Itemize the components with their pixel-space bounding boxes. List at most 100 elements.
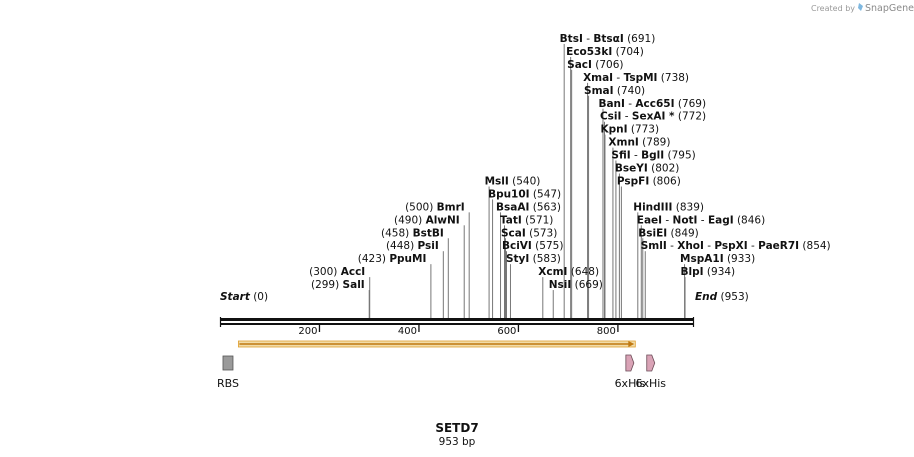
enzyme-separator: - — [697, 214, 707, 226]
feature-rbs[interactable]: RBS — [217, 355, 239, 390]
enzyme-name: XhoI — [677, 240, 704, 252]
enzyme-separator: - — [662, 214, 672, 226]
enzyme-name: AccI — [341, 266, 365, 278]
enzyme-site[interactable]: BlpI (934) — [681, 266, 736, 318]
enzyme-name: PpuMI — [389, 253, 426, 265]
enzyme-name: CsiI — [600, 111, 621, 123]
site-label: KpnI (773) — [600, 124, 659, 136]
enzyme-site[interactable]: XmnI (789) — [608, 137, 670, 318]
enzyme-site[interactable]: EaeI - NotI - EagI (846) — [637, 214, 765, 318]
enzyme-separator: - — [621, 111, 631, 123]
enzyme-site[interactable]: SmaI (740) — [584, 85, 645, 318]
ruler-tick-label: 200 — [298, 326, 317, 337]
map-title: SETD7 — [435, 421, 478, 435]
enzyme-separator: - — [625, 98, 635, 110]
enzyme-site[interactable]: BtsI - BtsαI (691) — [560, 33, 656, 318]
enzyme-site[interactable]: (490) AlwNI — [394, 214, 465, 318]
enzyme-site[interactable]: PspFI (806) — [617, 175, 681, 318]
enzyme-site[interactable]: ScaI (573) — [501, 227, 557, 318]
site-position: (704) — [612, 46, 644, 58]
site-label: (448) PsiI — [386, 240, 439, 252]
enzyme-name: MslI — [485, 175, 509, 187]
site-label: XcmI (648) — [538, 266, 599, 278]
site-position: (540) — [509, 175, 541, 187]
feature-6xhis[interactable]: 6xHis — [615, 354, 646, 390]
enzyme-name: BmrI — [437, 201, 465, 213]
credit-brand: SnapGene — [865, 3, 914, 14]
credit-prefix: Created by — [811, 4, 855, 13]
site-label: MslI (540) — [485, 175, 541, 187]
enzyme-site[interactable]: (458) BstBI — [381, 227, 449, 318]
enzyme-site[interactable]: SacI (706) — [567, 59, 624, 318]
enzyme-site[interactable]: Eco53kI (704) — [566, 46, 644, 318]
enzyme-site[interactable]: (500) BmrI — [405, 201, 470, 318]
enzyme-site[interactable]: BseYI (802) — [615, 163, 679, 319]
end-position: (0) — [250, 291, 268, 303]
feature-label: RBS — [217, 377, 239, 390]
site-position: (500) — [405, 201, 437, 213]
enzyme-site[interactable]: (448) PsiI — [386, 240, 444, 318]
site-position: (738) — [657, 72, 689, 84]
enzyme-name: BlpI — [681, 266, 704, 278]
feature-6xhis[interactable]: 6xHis — [635, 354, 666, 390]
site-label: HindIII (839) — [633, 201, 704, 213]
enzyme-separator: - — [704, 240, 714, 252]
enzyme-site[interactable]: Bpu10I (547) — [488, 188, 561, 318]
enzyme-site[interactable]: BsaAI (563) — [496, 201, 561, 318]
enzyme-name: MspA1I — [680, 253, 724, 265]
enzyme-site[interactable]: XmaI - TspMI (738) — [583, 72, 689, 318]
site-label: Bpu10I (547) — [488, 188, 561, 200]
enzyme-site[interactable]: KpnI (773) — [600, 124, 659, 318]
enzyme-site[interactable]: (300) AccI — [309, 266, 371, 318]
enzyme-name: AlwNI — [426, 214, 460, 226]
enzyme-name: BanI — [598, 98, 624, 110]
site-label: SacI (706) — [567, 59, 623, 71]
site-label: Eco53kI (704) — [566, 46, 644, 58]
enzyme-site[interactable]: MspA1I (933) — [680, 253, 755, 318]
site-position: (448) — [386, 240, 418, 252]
enzyme-name: PspFI — [617, 175, 649, 187]
enzyme-name: Acc65I — [635, 98, 674, 110]
enzyme-name: HindIII — [633, 201, 672, 213]
enzyme-name: BseYI — [615, 163, 648, 175]
credit: Created by SnapGene — [811, 3, 914, 14]
end-name: Start — [220, 291, 251, 303]
enzyme-name: BciVI — [502, 240, 532, 252]
enzyme-site[interactable]: (423) PpuMI — [358, 253, 432, 318]
enzyme-name: NsiI — [549, 279, 572, 291]
enzyme-name: BtsI — [560, 33, 583, 45]
site-label: (299) SalI — [311, 279, 365, 291]
enzyme-site[interactable]: HindIII (839) — [633, 201, 704, 318]
enzyme-site[interactable]: NsiI (669) — [549, 279, 603, 318]
enzyme-site[interactable]: (299) SalI — [311, 279, 370, 318]
enzyme-site[interactable]: BciVI (575) — [502, 240, 563, 318]
site-position: (706) — [592, 59, 624, 71]
enzyme-site[interactable]: MslI (540) — [485, 175, 541, 318]
enzyme-name: ScaI — [501, 227, 526, 239]
site-position: (854) — [799, 240, 831, 252]
site-label: (300) AccI — [309, 266, 365, 278]
enzyme-site[interactable]: BanI - Acc65I (769) — [598, 98, 706, 318]
site-position: (789) — [639, 137, 671, 149]
enzyme-site[interactable]: StyI (583) — [506, 253, 561, 318]
site-label: ScaI (573) — [501, 227, 557, 239]
orf-feature-bar[interactable] — [237, 340, 636, 348]
site-position: (934) — [704, 266, 736, 278]
feature-label: 6xHis — [615, 377, 646, 390]
enzyme-site[interactable]: BsiEI (849) — [638, 227, 699, 318]
site-label: (423) PpuMI — [358, 253, 427, 265]
sequence-length: 953 bp — [439, 436, 476, 448]
enzyme-site[interactable]: SmlI - XhoI - PspXI - PaeR7I (854) — [641, 240, 831, 318]
enzyme-name: PaeR7I — [758, 240, 799, 252]
enzyme-site[interactable]: XcmI (648) — [538, 266, 599, 318]
site-position: (300) — [309, 266, 341, 278]
site-position: (773) — [628, 124, 660, 136]
his-tag-arrow-icon — [646, 354, 656, 372]
enzyme-site[interactable]: SfiI - BglI (795) — [611, 150, 696, 318]
enzyme-site[interactable]: TatI (571) — [500, 214, 553, 318]
feature-label: 6xHis — [635, 377, 666, 390]
site-position: (795) — [664, 150, 696, 162]
site-position: (575) — [532, 240, 564, 252]
enzyme-name: BsiEI — [638, 227, 667, 239]
